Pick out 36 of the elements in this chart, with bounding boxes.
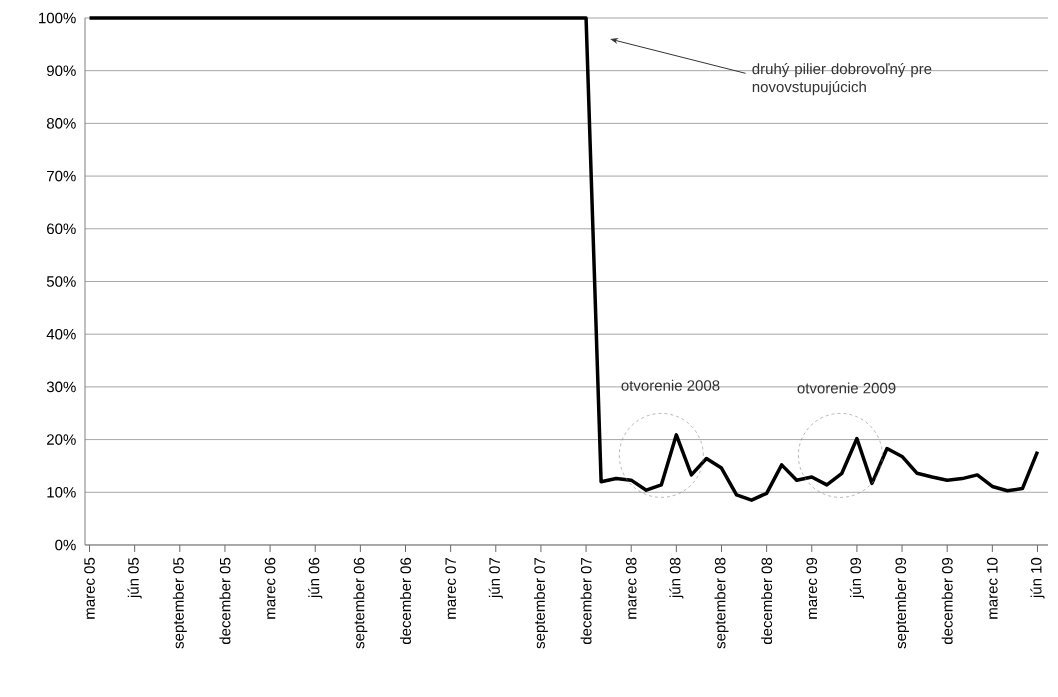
x-tick-label: marec 09 <box>806 557 818 619</box>
x-tick-label: marec 10 <box>987 557 998 619</box>
y-tick-label: 0% <box>55 539 76 551</box>
x-tick-label: jún 09 <box>849 557 864 599</box>
y-tick-label: 70% <box>47 170 76 182</box>
x-tick-label: jún 05 <box>127 557 142 599</box>
x-tick-label: marec 08 <box>625 557 637 619</box>
y-tick-label: 20% <box>47 434 76 445</box>
y-tick-label: 40% <box>46 328 76 340</box>
x-tick-label: september 08 <box>714 557 729 649</box>
y-tick-label: 60% <box>47 223 76 235</box>
x-tick-label: marec 06 <box>264 557 276 619</box>
annotation: druhý pilier dobrovoľný pre novovstupujúcich <box>752 62 932 96</box>
x-tick-label: jún 07 <box>488 557 503 599</box>
y-tick-label: 80% <box>46 118 76 129</box>
x-tick-label: jún 08 <box>669 557 684 599</box>
x-tick-label: jún 10 <box>1030 557 1045 599</box>
x-tick-label: marec 07 <box>445 557 456 619</box>
x-tick-label: december 09 <box>941 557 953 645</box>
x-tick-label: december 05 <box>219 557 231 645</box>
x-tick-label: september 06 <box>353 557 368 649</box>
annotation: otvorenie 2008 <box>621 379 720 391</box>
annotation: otvorenie 2009 <box>797 382 896 394</box>
y-tick-label: 100% <box>39 12 76 24</box>
x-tick-label: jún 06 <box>308 557 323 599</box>
x-tick-label: december 06 <box>399 557 412 645</box>
x-tick-label: september 07 <box>533 557 548 649</box>
x-tick-label: september 05 <box>172 557 187 649</box>
y-tick-label: 50% <box>46 276 76 287</box>
y-tick-label: 30% <box>46 381 76 393</box>
x-tick-label: marec 05 <box>84 557 95 619</box>
x-tick-label: september 09 <box>895 557 910 649</box>
x-tick-label: december 07 <box>580 557 592 645</box>
x-tick-label: december 08 <box>761 557 773 645</box>
y-tick-label: 10% <box>47 486 76 498</box>
y-tick-label: 90% <box>46 65 76 76</box>
